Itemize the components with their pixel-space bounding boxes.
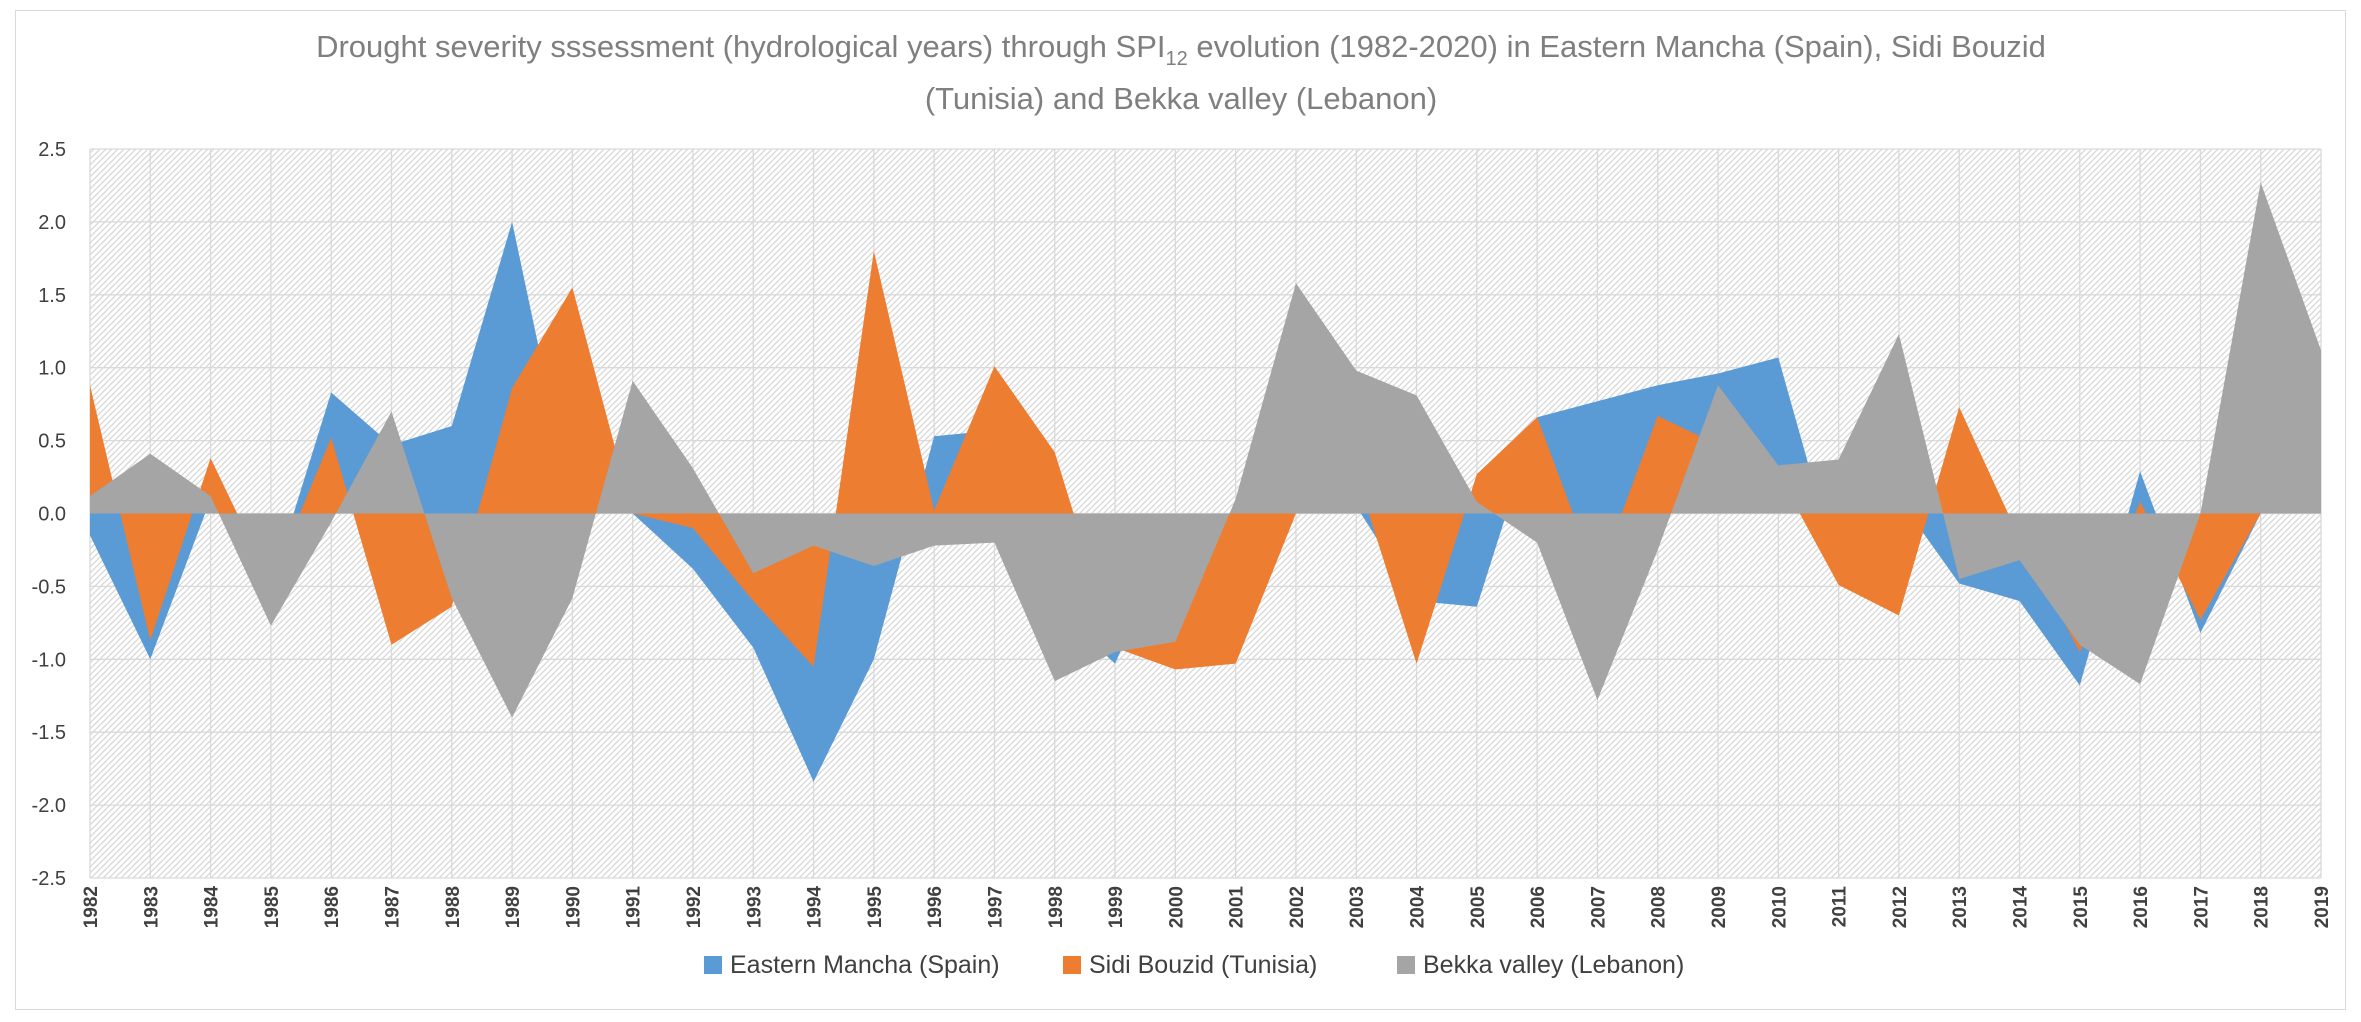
x-tick-label-1987: 1987 (382, 886, 403, 928)
legend-swatch-0 (704, 956, 722, 974)
y-tick-label-2: 1.5 (38, 285, 66, 307)
chart-svg: Drought severity sssessment (hydrologica… (32, 29, 2333, 979)
x-tick-label-1986: 1986 (322, 886, 343, 928)
x-tick-label-1985: 1985 (262, 886, 283, 929)
x-tick-label-1990: 1990 (563, 886, 584, 928)
legend-label-2: Bekka valley (Lebanon) (1423, 951, 1684, 979)
x-tick-label-1983: 1983 (141, 886, 162, 928)
y-tick-label-0: 2.5 (38, 139, 66, 161)
x-tick-label-2007: 2007 (1588, 886, 1609, 928)
legend-label-0: Eastern Mancha (Spain) (730, 951, 1000, 979)
x-tick-label-2005: 2005 (1468, 886, 1489, 929)
x-tick-label-1994: 1994 (805, 886, 826, 929)
x-tick-label-2011: 2011 (1830, 886, 1851, 928)
y-tick-label-3: 1.0 (38, 358, 66, 380)
x-tick-label-1982: 1982 (81, 886, 102, 928)
legend-swatch-1 (1063, 956, 1081, 974)
legend-label-1: Sidi Bouzid (Tunisia) (1089, 951, 1317, 979)
x-tick-label-1999: 1999 (1106, 886, 1127, 928)
chart-title-subscript: 12 (1166, 48, 1188, 70)
series-area-1 (90, 251, 2321, 670)
y-tick-label-8: -1.5 (32, 722, 66, 744)
chart-title-line2: (Tunisia) and Bekka valley (Lebanon) (925, 81, 1437, 116)
series-areas (90, 182, 2321, 782)
x-tick-label-1988: 1988 (443, 886, 464, 928)
legend-swatch-2 (1397, 956, 1415, 974)
x-tick-label-2015: 2015 (2071, 886, 2092, 929)
x-tick-label-2018: 2018 (2252, 886, 2273, 928)
y-tick-label-5: 0.0 (38, 504, 66, 526)
x-tick-label-1996: 1996 (925, 886, 946, 928)
x-tick-label-2009: 2009 (1709, 886, 1730, 928)
gridlines (89, 148, 2322, 879)
y-axis-ticks: 2.5 2.0 1.5 1.0 0.5 0.0 -0.5 -1.0 -1.5 -2.0 -2.5 (32, 139, 66, 890)
x-tick-label-1989: 1989 (503, 886, 524, 928)
x-tick-label-1991: 1991 (624, 886, 645, 929)
chart-title-pre: Drought severity sssessment (hydrologica… (316, 29, 1165, 64)
x-tick-label-2006: 2006 (1528, 886, 1549, 928)
x-tick-label-1998: 1998 (1046, 886, 1067, 928)
y-tick-label-4: 0.5 (38, 431, 66, 453)
chart-title-post: evolution (1982-2020) in Eastern Mancha … (1188, 29, 2046, 64)
x-tick-label-2014: 2014 (2011, 886, 2032, 929)
x-tick-label-1992: 1992 (684, 886, 705, 928)
x-tick-label-2012: 2012 (1890, 886, 1911, 928)
legend: Eastern Mancha (Spain) Sidi Bouzid (Tunis… (704, 951, 1684, 979)
chart-frame: Drought severity sssessment (hydrologica… (15, 10, 2346, 1010)
x-axis-ticks: 1982 1983 1984 1985 1986 1987 1988 1989 1990 1991… (81, 886, 2333, 929)
x-tick-label-2002: 2002 (1287, 886, 1308, 928)
x-tick-label-1997: 1997 (985, 886, 1006, 928)
x-tick-label-2017: 2017 (2191, 886, 2212, 928)
x-tick-label-2019: 2019 (2312, 886, 2333, 928)
x-tick-label-1984: 1984 (202, 886, 223, 929)
y-tick-label-9: -2.0 (32, 795, 66, 817)
x-tick-label-2008: 2008 (1649, 886, 1670, 928)
series-area-2 (90, 182, 2321, 718)
x-tick-label-2000: 2000 (1166, 886, 1187, 928)
x-tick-label-2004: 2004 (1408, 886, 1429, 929)
x-tick-label-2003: 2003 (1347, 886, 1368, 928)
series-area-0 (90, 221, 2321, 782)
chart-title-line1: Drought severity sssessment (hydrologica… (316, 29, 2046, 70)
x-tick-label-2010: 2010 (1769, 886, 1790, 928)
y-tick-label-6: -0.5 (32, 576, 66, 598)
x-tick-label-1995: 1995 (865, 886, 886, 929)
y-tick-label-7: -1.0 (32, 649, 66, 671)
y-tick-label-1: 2.0 (38, 212, 66, 234)
x-tick-label-2013: 2013 (1950, 886, 1971, 928)
x-tick-label-2016: 2016 (2131, 886, 2152, 928)
x-tick-label-1993: 1993 (744, 886, 765, 928)
x-tick-label-2001: 2001 (1227, 886, 1248, 929)
y-tick-label-10: -2.5 (32, 868, 66, 890)
